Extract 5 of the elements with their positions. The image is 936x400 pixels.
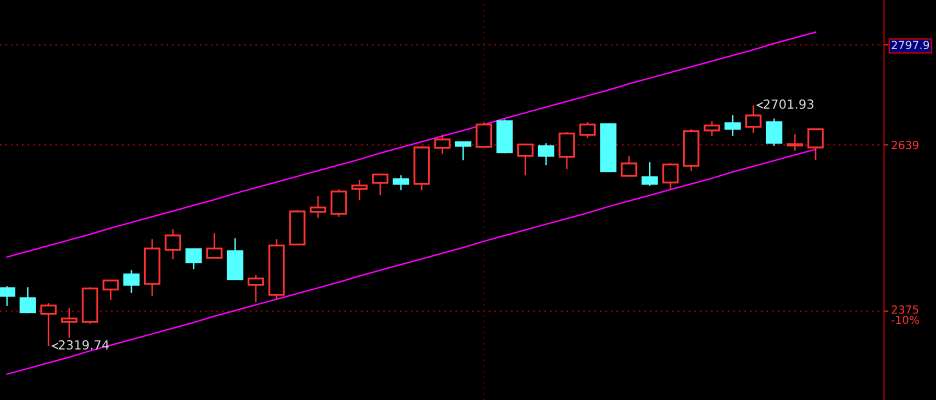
annotation: 2701.93 xyxy=(764,99,814,109)
y-tick-label: 2375 -10% xyxy=(891,305,920,324)
annotation: 2319.74 xyxy=(58,340,109,350)
y-tick-label: 2797.9 xyxy=(892,40,930,50)
y-tick-label: 2639 xyxy=(892,140,918,150)
